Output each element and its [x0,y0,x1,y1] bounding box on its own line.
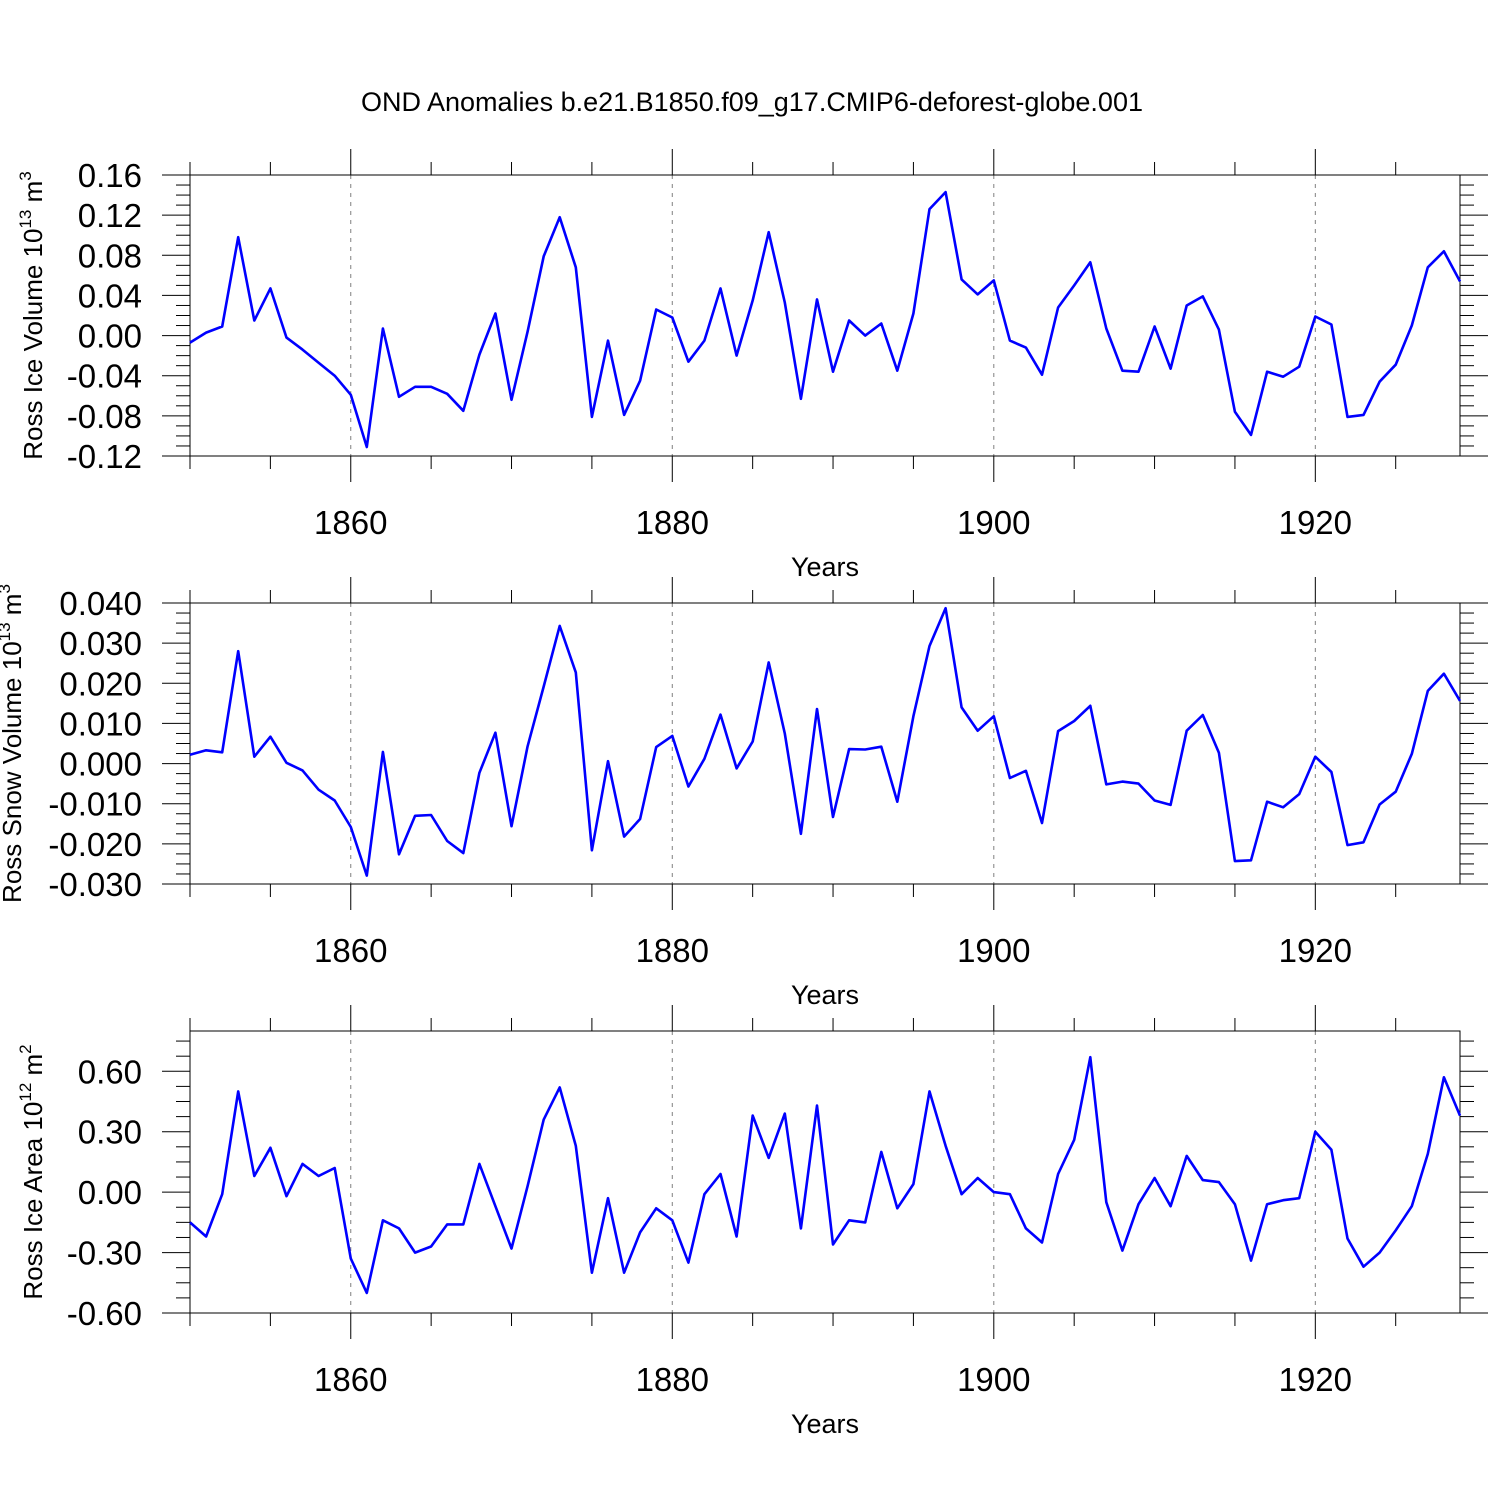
plot-frame [189,1030,1461,1314]
y-axis-title-unit: m [0,594,27,623]
x-tick-label: 1860 [314,932,387,969]
y-tick-label: 0.04 [78,277,142,314]
chart-panel-1: -0.12-0.08-0.040.00 0.040.080.120.16 1860 1… [16,149,1488,582]
y-axis-title-unit-exponent: 3 [16,171,35,180]
y-axis-title-unit-exponent: 3 [0,584,14,593]
data-series-line [189,1055,1462,1295]
y-tick-label: 0.16 [78,157,142,194]
y-tick-label: -0.020 [48,826,142,863]
data-series-line [189,606,1462,877]
y-axis-title-main: Ross Snow Volume 10 [0,641,27,903]
y-tick-label: -0.04 [67,358,142,395]
x-tick-label: 1900 [957,932,1030,969]
y-tick-label: 0.000 [59,746,142,783]
y-tick-label: 0.60 [78,1053,142,1090]
y-axis-title-unit: m [18,181,48,210]
x-tick-label: 1880 [636,932,709,969]
y-tick-label: -0.60 [67,1295,142,1332]
x-tick-label: 1900 [957,1361,1030,1398]
y-axis-title-exponent: 13 [0,622,14,641]
x-tick-label: 1880 [636,1361,709,1398]
plot-frame [189,602,1461,885]
y-axis-title-exponent: 13 [16,210,35,229]
figure-title: OND Anomalies b.e21.B1850.f09_g17.CMIP6-… [361,87,1143,117]
x-tick-label: 1880 [636,504,709,541]
x-tick-label: 1920 [1279,932,1352,969]
y-axis-title: Ross Snow Volume 1013 m3 [0,584,27,903]
y-axis-title-exponent: 12 [16,1083,35,1102]
x-tick-label: 1900 [957,504,1030,541]
y-tick-label: -0.08 [67,398,142,435]
y-axis-title: Ross Ice Volume 1013 m3 [16,171,48,460]
y-tick-label: 0.030 [59,625,142,662]
x-tick-label: 1920 [1279,504,1352,541]
y-tick-label: -0.30 [67,1235,142,1272]
y-tick-label: -0.030 [48,866,142,903]
y-axis-title-unit: m [18,1054,48,1083]
y-tick-label: 0.12 [78,197,142,234]
x-axis-title: Years [791,980,859,1010]
x-tick-label: 1860 [314,1361,387,1398]
y-tick-label: 0.30 [78,1114,142,1151]
y-tick-label: -0.12 [67,438,142,475]
plot-frame [189,174,1461,457]
x-tick-label: 1920 [1279,1361,1352,1398]
y-axis-title-main: Ross Ice Volume 10 [18,229,48,460]
y-tick-label: 0.00 [78,318,142,355]
y-tick-label: 0.08 [78,237,142,274]
x-axis-title: Years [791,1409,859,1439]
x-tick-label: 1860 [314,504,387,541]
chart-panel-3: -0.60 -0.30 0.00 0.30 0.60 1860 1880 1900 1920 Ye… [16,1005,1488,1439]
y-tick-label: 0.010 [59,705,142,742]
x-axis-title: Years [791,552,859,582]
y-axis-title-main: Ross Ice Area 10 [18,1102,48,1300]
y-tick-label: 0.00 [78,1174,142,1211]
y-tick-label: 0.020 [59,665,142,702]
y-axis-title: Ross Ice Area 1012 m2 [16,1044,48,1299]
y-tick-label: 0.040 [59,585,142,622]
y-tick-label: -0.010 [48,786,142,823]
y-axis-title-unit-exponent: 2 [16,1044,35,1053]
data-series-line [189,190,1462,449]
